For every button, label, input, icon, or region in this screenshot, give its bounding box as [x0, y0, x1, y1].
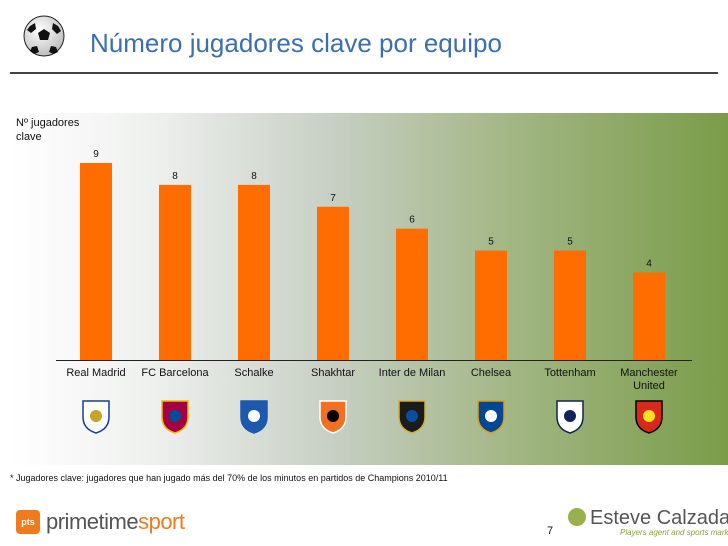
x-tick-label: Real Madrid	[66, 367, 125, 379]
data-label: 8	[172, 171, 178, 182]
page-number: 7	[547, 525, 554, 537]
bar	[633, 272, 665, 360]
manchester-united-crest-icon	[635, 400, 663, 434]
x-tick-label: Inter de Milan	[379, 367, 446, 379]
x-tick-label: Tottenham	[544, 367, 595, 379]
primetime-sport-icon: pts	[16, 510, 40, 534]
data-label: 5	[488, 237, 494, 248]
bar	[554, 250, 586, 360]
esteve-calzada-name: Esteve Calzada	[590, 507, 728, 529]
brand-name-part2: sport	[138, 509, 185, 534]
data-label: 5	[567, 237, 573, 248]
bar	[238, 184, 270, 360]
x-tick-label: FC Barcelona	[141, 367, 209, 379]
schalke-crest-icon	[240, 400, 268, 434]
x-tick-label: Chelsea	[471, 367, 512, 379]
data-label: 4	[646, 258, 652, 269]
data-label: 7	[330, 193, 336, 204]
x-tick-label: Shakhtar	[311, 367, 355, 379]
bar	[396, 228, 428, 360]
data-label: 6	[409, 215, 415, 226]
esteve-calzada-mark-icon	[568, 508, 586, 526]
y-axis-label: Nº jugadores clave	[16, 117, 80, 143]
bar	[159, 184, 191, 360]
bar	[80, 163, 112, 360]
real-madrid-crest-icon	[82, 400, 110, 434]
data-label: 9	[93, 149, 99, 160]
shakhtar-crest-icon	[319, 400, 347, 434]
soccer-ball-icon	[23, 15, 65, 57]
footnote: * Jugadores clave: jugadores que han jug…	[10, 473, 448, 483]
esteve-calzada-logo: Esteve Calzada Players agent and sports …	[568, 507, 728, 537]
inter-milan-crest-icon	[398, 400, 426, 434]
brand-name-part1: primetime	[46, 509, 139, 534]
data-label: 8	[251, 171, 257, 182]
esteve-calzada-tagline: Players agent and sports marketers	[620, 528, 728, 537]
x-tick-label: Schalke	[234, 367, 273, 379]
tottenham-crest-icon	[556, 400, 584, 434]
x-tick-label: Manchester United	[620, 367, 678, 392]
title-divider	[10, 72, 718, 74]
page-title: Número jugadores clave por equipo	[90, 28, 502, 58]
chelsea-crest-icon	[477, 400, 505, 434]
fc-barcelona-crest-icon	[161, 400, 189, 434]
bar	[317, 206, 349, 360]
bar	[475, 250, 507, 360]
chart-background	[10, 113, 728, 465]
primetime-sport-logo: pts primetimesport	[16, 509, 185, 535]
